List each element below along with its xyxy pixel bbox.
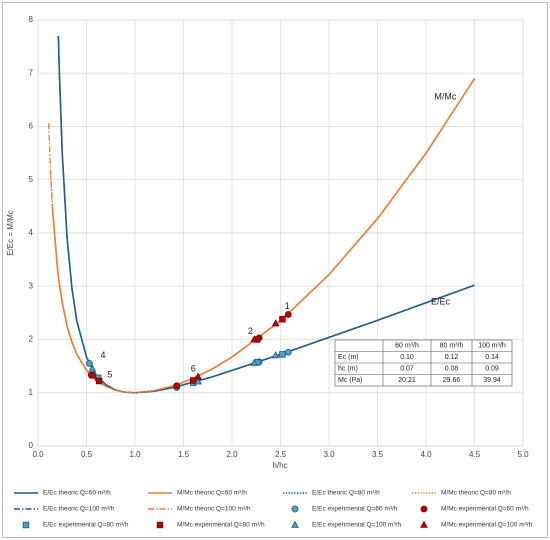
marker — [173, 382, 181, 390]
legend-label: E/Ec theoric Q=100 m³/h — [43, 506, 115, 513]
legend-label: E/Ec theoric Q=60 m³/h — [43, 490, 111, 497]
legend-entry: E/Ec theoric Q=100 m³/h — [14, 506, 115, 513]
table-cell: 0.12 — [445, 354, 459, 361]
x-tick-label: 2.0 — [226, 450, 238, 459]
table-header: 60 m³/h — [395, 343, 419, 350]
marker — [420, 520, 428, 528]
marker — [156, 521, 164, 529]
line — [48, 78, 476, 394]
legend-label: M/Mc experimental Q=60 m³/h — [441, 506, 529, 513]
legend-entry: M/Mc theoric Q=100 m³/h — [148, 506, 251, 513]
x-tick-label: 2.5 — [275, 450, 287, 459]
x-tick-label: 0.0 — [32, 450, 44, 459]
legend-entry: E/Ec experimental Q=60 m³/h — [291, 505, 398, 513]
legend-label: M/Mc theoric Q=80 m³/h — [441, 490, 511, 497]
y-tick-label: 7 — [29, 68, 34, 77]
legend-label: E/Ec theoric Q=80 m³/h — [312, 490, 380, 497]
annotation: 4 — [100, 350, 105, 360]
annotation: 1 — [285, 301, 290, 311]
legend-entry: E/Ec experimental Q=80 m³/h — [22, 521, 129, 529]
x-tick-label: 3.5 — [372, 450, 384, 459]
y-tick-label: 0 — [29, 441, 34, 450]
annotation: 2 — [248, 326, 253, 336]
marker — [194, 377, 202, 385]
marker — [279, 316, 286, 323]
marker — [95, 377, 103, 385]
x-tick-label: 1.5 — [178, 450, 190, 459]
table-cell: hc (m) — [338, 366, 358, 373]
x-tick-label: 0.5 — [81, 450, 93, 459]
marker — [420, 505, 428, 513]
legend-entry: E/Ec theoric Q=60 m³/h — [14, 490, 111, 497]
y-tick-label: 8 — [29, 15, 34, 24]
legend-label: M/Mc experimental Q=80 m³/h — [177, 522, 265, 529]
legend-label: E/Ec experimental Q=60 m³/h — [312, 506, 398, 513]
table-cell: 0.08 — [445, 366, 459, 373]
marker — [271, 319, 280, 327]
table-cell: 0.07 — [400, 366, 414, 373]
y-tick-label: 6 — [29, 122, 34, 131]
legend-entry: M/Mc theoric Q=60 m³/h — [148, 490, 247, 497]
x-tick-label: 4.0 — [420, 450, 432, 459]
marker — [250, 335, 259, 343]
table-cell: 29.66 — [443, 377, 461, 384]
annotation: 5 — [107, 370, 112, 380]
x-tick-label: 1.0 — [129, 450, 141, 459]
marker — [22, 521, 30, 529]
legend-label: E/Ec experimental Q=80 m³/h — [43, 522, 129, 529]
y-tick-label: 1 — [29, 388, 34, 397]
legend-label: M/Mc theoric Q=100 m³/h — [177, 506, 251, 513]
plot-border — [37, 19, 524, 447]
table-cell: 20.21 — [398, 377, 416, 384]
annotation: M/Mc — [434, 92, 456, 102]
legend-entry: M/Mc experimental Q=80 m³/h — [156, 521, 265, 529]
x-tick-label: 3.0 — [323, 450, 335, 459]
legend-entry: M/Mc theoric Q=80 m³/h — [412, 490, 511, 497]
table-cell: Ec (m) — [338, 354, 359, 361]
marker — [284, 311, 292, 318]
y-tick-label: 4 — [29, 228, 34, 237]
marker — [279, 351, 286, 358]
marker — [89, 371, 98, 379]
x-axis-label: h/hc — [272, 461, 287, 470]
table-header: 100 m³/h — [478, 343, 506, 350]
legend-entry: E/Ec theoric Q=80 m³/h — [283, 490, 380, 497]
table-cell: 0.09 — [485, 366, 499, 373]
table-cell: 39.94 — [483, 377, 501, 384]
marker — [88, 364, 97, 372]
legend-label: M/Mc experimental Q=100 m³/h — [441, 522, 533, 529]
y-axis-label: E/Ec = M/Mc — [6, 210, 15, 256]
annotation: E/Ec — [431, 297, 451, 307]
legend-entry: M/Mc experimental Q=100 m³/h — [420, 520, 533, 529]
marker — [284, 348, 292, 356]
legend-label: M/Mc theoric Q=60 m³/h — [177, 490, 247, 497]
marker — [194, 372, 202, 380]
marker — [86, 360, 93, 367]
y-tick-label: 5 — [29, 175, 34, 184]
marker — [291, 520, 299, 528]
legend-label: E/Ec experimental Q=100 m³/h — [312, 522, 401, 529]
table-cell: 0.14 — [485, 354, 499, 361]
x-tick-label: 4.5 — [469, 450, 481, 459]
table-cell: 0.10 — [400, 354, 414, 361]
marker — [189, 377, 197, 384]
annotation: 6 — [191, 364, 196, 374]
marker — [291, 505, 299, 513]
table-header: 80 m³/h — [440, 343, 464, 350]
y-tick-label: 2 — [29, 335, 34, 344]
marker — [271, 351, 280, 359]
x-tick-label: 5.0 — [517, 450, 529, 459]
table-cell: Mc (Pa) — [338, 377, 363, 384]
legend-entry: M/Mc experimental Q=60 m³/h — [420, 505, 529, 513]
legend-entry: E/Ec experimental Q=100 m³/h — [291, 520, 401, 529]
y-tick-label: 3 — [29, 281, 34, 290]
marker — [250, 358, 259, 366]
